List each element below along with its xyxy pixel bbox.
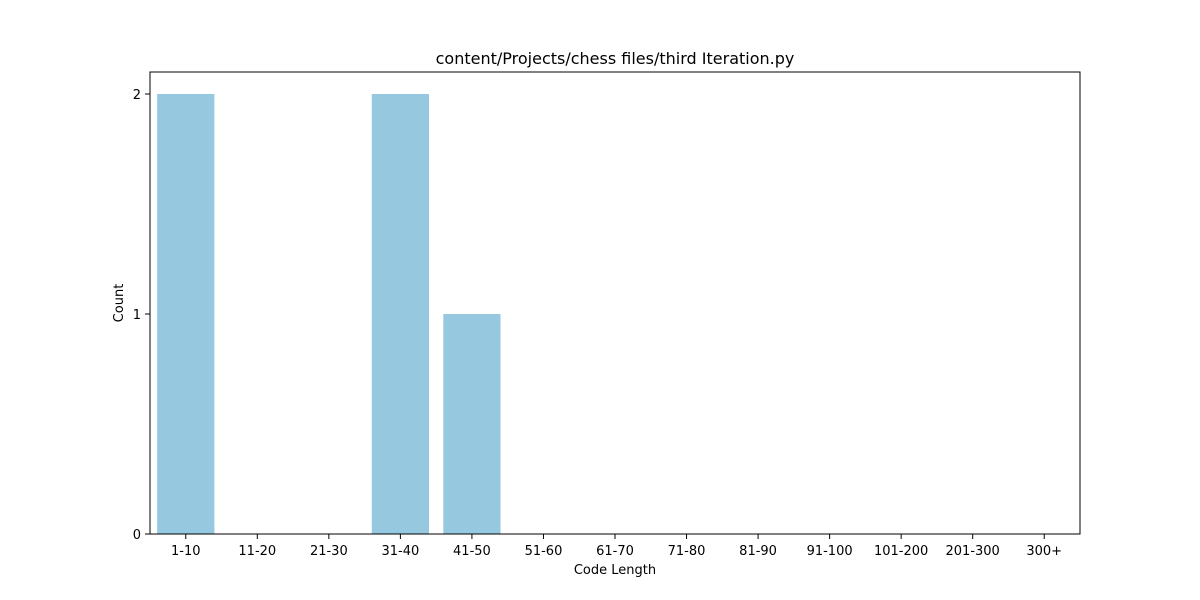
x-tick-label: 201-300 [946, 544, 1000, 559]
x-tick-label: 71-80 [668, 544, 706, 559]
chart-title: content/Projects/chess files/third Itera… [436, 49, 795, 68]
x-tick-label: 101-200 [874, 544, 928, 559]
plot-frame [149, 71, 1081, 535]
x-axis-label: Code Length [574, 563, 656, 578]
x-tick-label: 61-70 [596, 544, 634, 559]
bar-31-40 [371, 94, 429, 534]
x-tick-label: 300+ [1026, 544, 1062, 559]
bar-41-50 [443, 314, 501, 534]
y-tick-label: 0 [133, 528, 141, 543]
x-tick-label: 11-20 [238, 544, 276, 559]
y-tick-label: 1 [133, 308, 141, 323]
bar-1-10 [157, 94, 215, 534]
bars-group [157, 94, 501, 534]
x-tick-label: 41-50 [453, 544, 491, 559]
x-tick-label: 1-10 [171, 544, 201, 559]
x-tick-label: 81-90 [739, 544, 777, 559]
y-axis-label: Count [112, 284, 127, 323]
y-axis: 0 1 2 [133, 88, 150, 543]
x-tick-label: 51-60 [525, 544, 563, 559]
y-tick-label: 2 [133, 88, 141, 103]
x-tick-label: 31-40 [381, 544, 419, 559]
x-tick-label: 91-100 [807, 544, 853, 559]
x-axis: 1-10 11-20 21-30 31-40 41-50 51-60 61-70 71-80 8… [171, 534, 1062, 559]
x-tick-label: 21-30 [310, 544, 348, 559]
